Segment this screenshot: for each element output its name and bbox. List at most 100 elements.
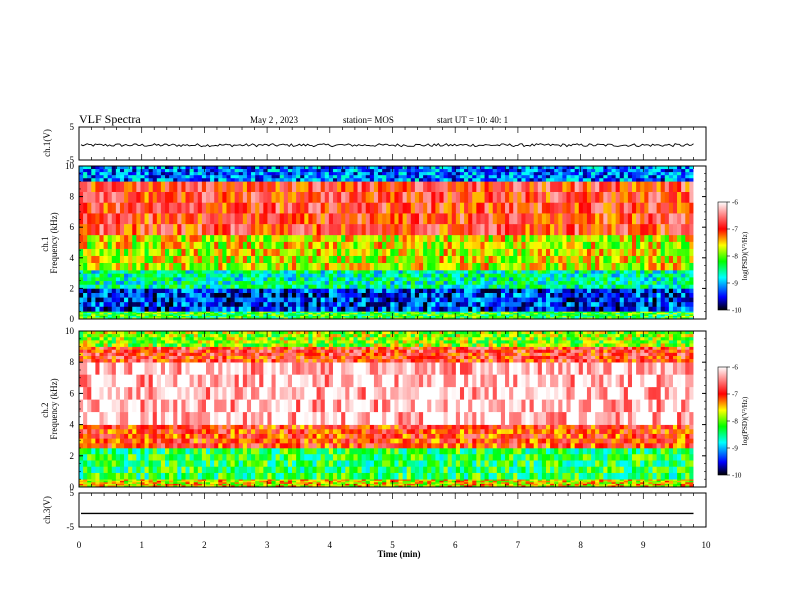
ch1-spectrogram-cell [124, 273, 129, 278]
ch1-spectrogram-cell [316, 317, 321, 320]
ch1-spectrogram-cell [103, 311, 108, 314]
ch1-spectrogram-cell [476, 224, 481, 236]
ch1-spectrogram-cell [205, 192, 211, 204]
ch1-spectrogram-cell [312, 306, 317, 312]
ch1-spectrogram-cell [259, 281, 264, 286]
ch1-spectrogram-cell [586, 166, 592, 170]
ch1-spectrogram-cell [419, 297, 424, 303]
ch1-spectrogram-cell [525, 263, 530, 271]
ch1-spectrogram-cell [382, 263, 387, 271]
ch1-spectrogram-cell [599, 284, 604, 289]
ch2-spectrogram-cell [87, 479, 92, 482]
ch1-spectrogram-cell [632, 306, 637, 312]
ch1-spectrogram-cell [672, 178, 678, 182]
ch2-spectrogram-cell [226, 480, 231, 483]
ch1-spectrogram-cell [83, 172, 88, 176]
ch1-spectrogram-cell [132, 213, 137, 225]
ch1-spectrogram-cell [427, 273, 432, 278]
ch2-spectrogram-cell [234, 482, 240, 485]
ch1-spectrogram-cell [574, 270, 580, 275]
ch1-spectrogram-cell [505, 213, 510, 225]
ch1-spectrogram-cell [427, 213, 432, 225]
ch1-spectrogram-cell [472, 224, 477, 236]
ch1-spectrogram-cell [173, 292, 178, 298]
ch1-spectrogram-cell [562, 241, 567, 250]
ch1-spectrogram-cell [345, 297, 350, 303]
ch1-spectrogram-cell [201, 270, 207, 275]
ch1-spectrogram-cell [275, 277, 281, 282]
ch1-spectrogram-cell [255, 270, 260, 275]
ch2-spectrogram-cell [541, 480, 547, 483]
ch1-spectrogram-cell [431, 255, 436, 264]
ch2-spectrogram-cell [689, 480, 694, 483]
ch1-spectrogram-cell [214, 317, 219, 320]
ch1-spectrogram-cell [525, 241, 530, 250]
ch2-spectrogram-cell [287, 482, 293, 485]
ch1-spectrogram-cell [283, 312, 289, 315]
ch1-spectrogram-cell [238, 202, 244, 214]
ch2-spectrogram-cell [689, 479, 694, 482]
ch1-spectrogram-cell [169, 312, 174, 315]
ch1-spectrogram-cell [279, 181, 285, 193]
ch1-spectrogram-cell [414, 192, 420, 204]
ch1-spectrogram-cell [279, 178, 285, 182]
ch1-spectrogram-cell [320, 315, 326, 318]
ch1-spectrogram-cell [304, 248, 309, 257]
ch1-spectrogram-cell [287, 213, 293, 225]
ch1-spectrogram-cell [287, 175, 293, 179]
ch1-spectrogram-cell [443, 263, 448, 271]
ch1-colorbar: -6-7-8-9-10 log(PSD)(V²/Hz) [717, 199, 749, 315]
ch1-spectrogram-cell [328, 273, 334, 278]
ch1-spectrogram-cell [218, 270, 223, 275]
ch1-spectrogram-cell [292, 181, 297, 193]
ch1-spectrogram-cell [681, 270, 686, 275]
ch1-spectrogram-cell [619, 224, 625, 236]
ch1-spectrogram-cell [394, 175, 399, 179]
ch1-spectrogram-cell [668, 281, 674, 286]
ch1-spectrogram-cell [464, 263, 469, 271]
ch1-spectrogram-cell [263, 306, 268, 312]
ch1-spectrogram-cell [603, 181, 608, 193]
ch1-spectrogram-cell [672, 166, 678, 170]
ch1-spectrogram-cell [496, 181, 502, 193]
ch1-spectrogram-cell [160, 202, 166, 214]
ch1-spectrogram-cell [312, 317, 317, 320]
ch1-spectrogram-cell [275, 166, 281, 170]
ch1-spectrogram-cell [234, 315, 240, 318]
ch1-spectrogram-cell [427, 312, 432, 315]
ch2-spectrogram-cell [386, 482, 391, 485]
ch1-spectrogram-cell [115, 178, 121, 182]
ch1-spectrogram-cell [230, 302, 235, 308]
ch1-spectrogram-cell [185, 281, 190, 286]
ch1-spectrogram-cell [607, 292, 612, 298]
ch1-spectrogram-cell [685, 248, 690, 257]
ch1-spectrogram-cell [648, 297, 653, 303]
ch1-spectrogram-cell [382, 241, 387, 250]
ch1-spectrogram-cell [349, 312, 354, 315]
ch1-spectrogram-cell [500, 317, 506, 320]
ytick-label: 2 [70, 283, 75, 293]
ch1-spectrogram-cell [148, 292, 154, 298]
ch1-spectrogram-cell [660, 284, 666, 289]
ch1-spectrogram-cell [402, 270, 408, 275]
ch1-spectrogram-cell [681, 202, 686, 214]
ch1-spectrogram-cell [423, 263, 428, 271]
ch1-spectrogram-cell [279, 270, 285, 275]
ch1-spectrogram-cell [369, 263, 375, 271]
ch1-spectrogram-cell [648, 312, 653, 315]
ch1-spectrogram-cell [365, 270, 371, 275]
ch1-spectrogram-cell [246, 288, 252, 294]
ch1-spectrogram-cell [115, 234, 121, 243]
ch1-spectrogram-cell [595, 169, 600, 173]
ch1-spectrogram-cell [160, 166, 166, 170]
ch1-spectrogram-cell [373, 248, 379, 257]
ch1-spectrogram-cell [312, 292, 317, 298]
ch1-spectrogram-cell [140, 166, 145, 170]
ch1-spectrogram-cell [419, 306, 424, 312]
ch1-spectrogram-cell [328, 172, 334, 176]
ch1-spectrogram-cell [414, 234, 420, 243]
ch1-spectrogram-cell [185, 270, 190, 275]
ch1-spectrogram-cell [173, 241, 178, 250]
ch2-spectrogram-cell [402, 479, 408, 482]
